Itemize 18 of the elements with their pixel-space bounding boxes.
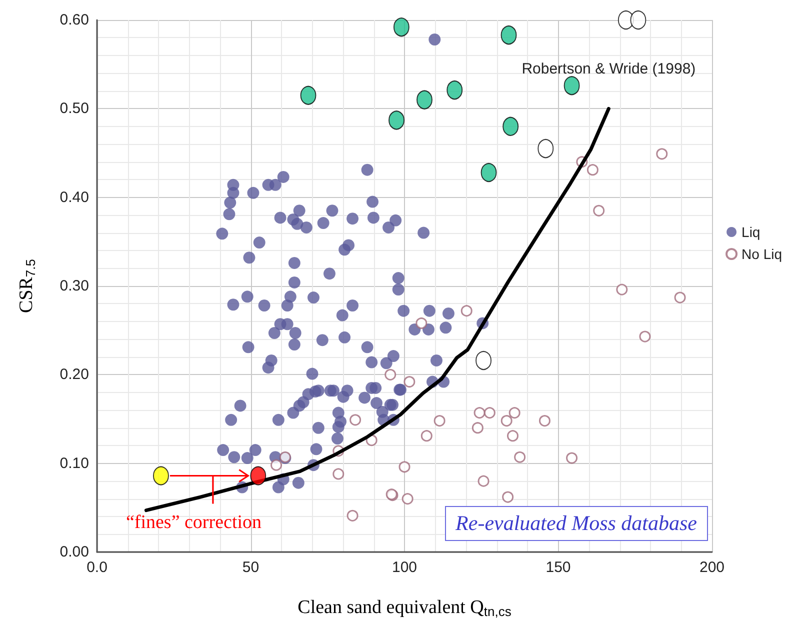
x-tick-label: 100 — [392, 559, 418, 576]
y-tick-label: 0.50 — [60, 100, 89, 118]
y-tick-label: 0.00 — [60, 544, 89, 560]
x-tick-label: 200 — [699, 559, 725, 576]
text: Robertson & Wride (1998) — [522, 60, 696, 78]
x-tick-label: 50 — [242, 559, 260, 576]
x-tick-label: 150 — [546, 559, 571, 576]
y-tick-label: 0.30 — [60, 278, 89, 294]
legend-label: Liq — [742, 224, 760, 240]
x-tick-label: 0.0 — [86, 559, 108, 576]
annotation: “fines” correction — [126, 512, 262, 534]
y-tick-label: 0.10 — [60, 454, 89, 472]
y-axis-title: CSR7.5 — [16, 259, 38, 313]
y-tick-label: 0.40 — [60, 188, 89, 206]
y-tick-label: 0.20 — [60, 366, 89, 384]
legend-label: No Liq — [742, 246, 782, 262]
annotation: Re-evaluated Moss database — [444, 506, 708, 541]
y-tick-label: 0.60 — [60, 12, 89, 28]
